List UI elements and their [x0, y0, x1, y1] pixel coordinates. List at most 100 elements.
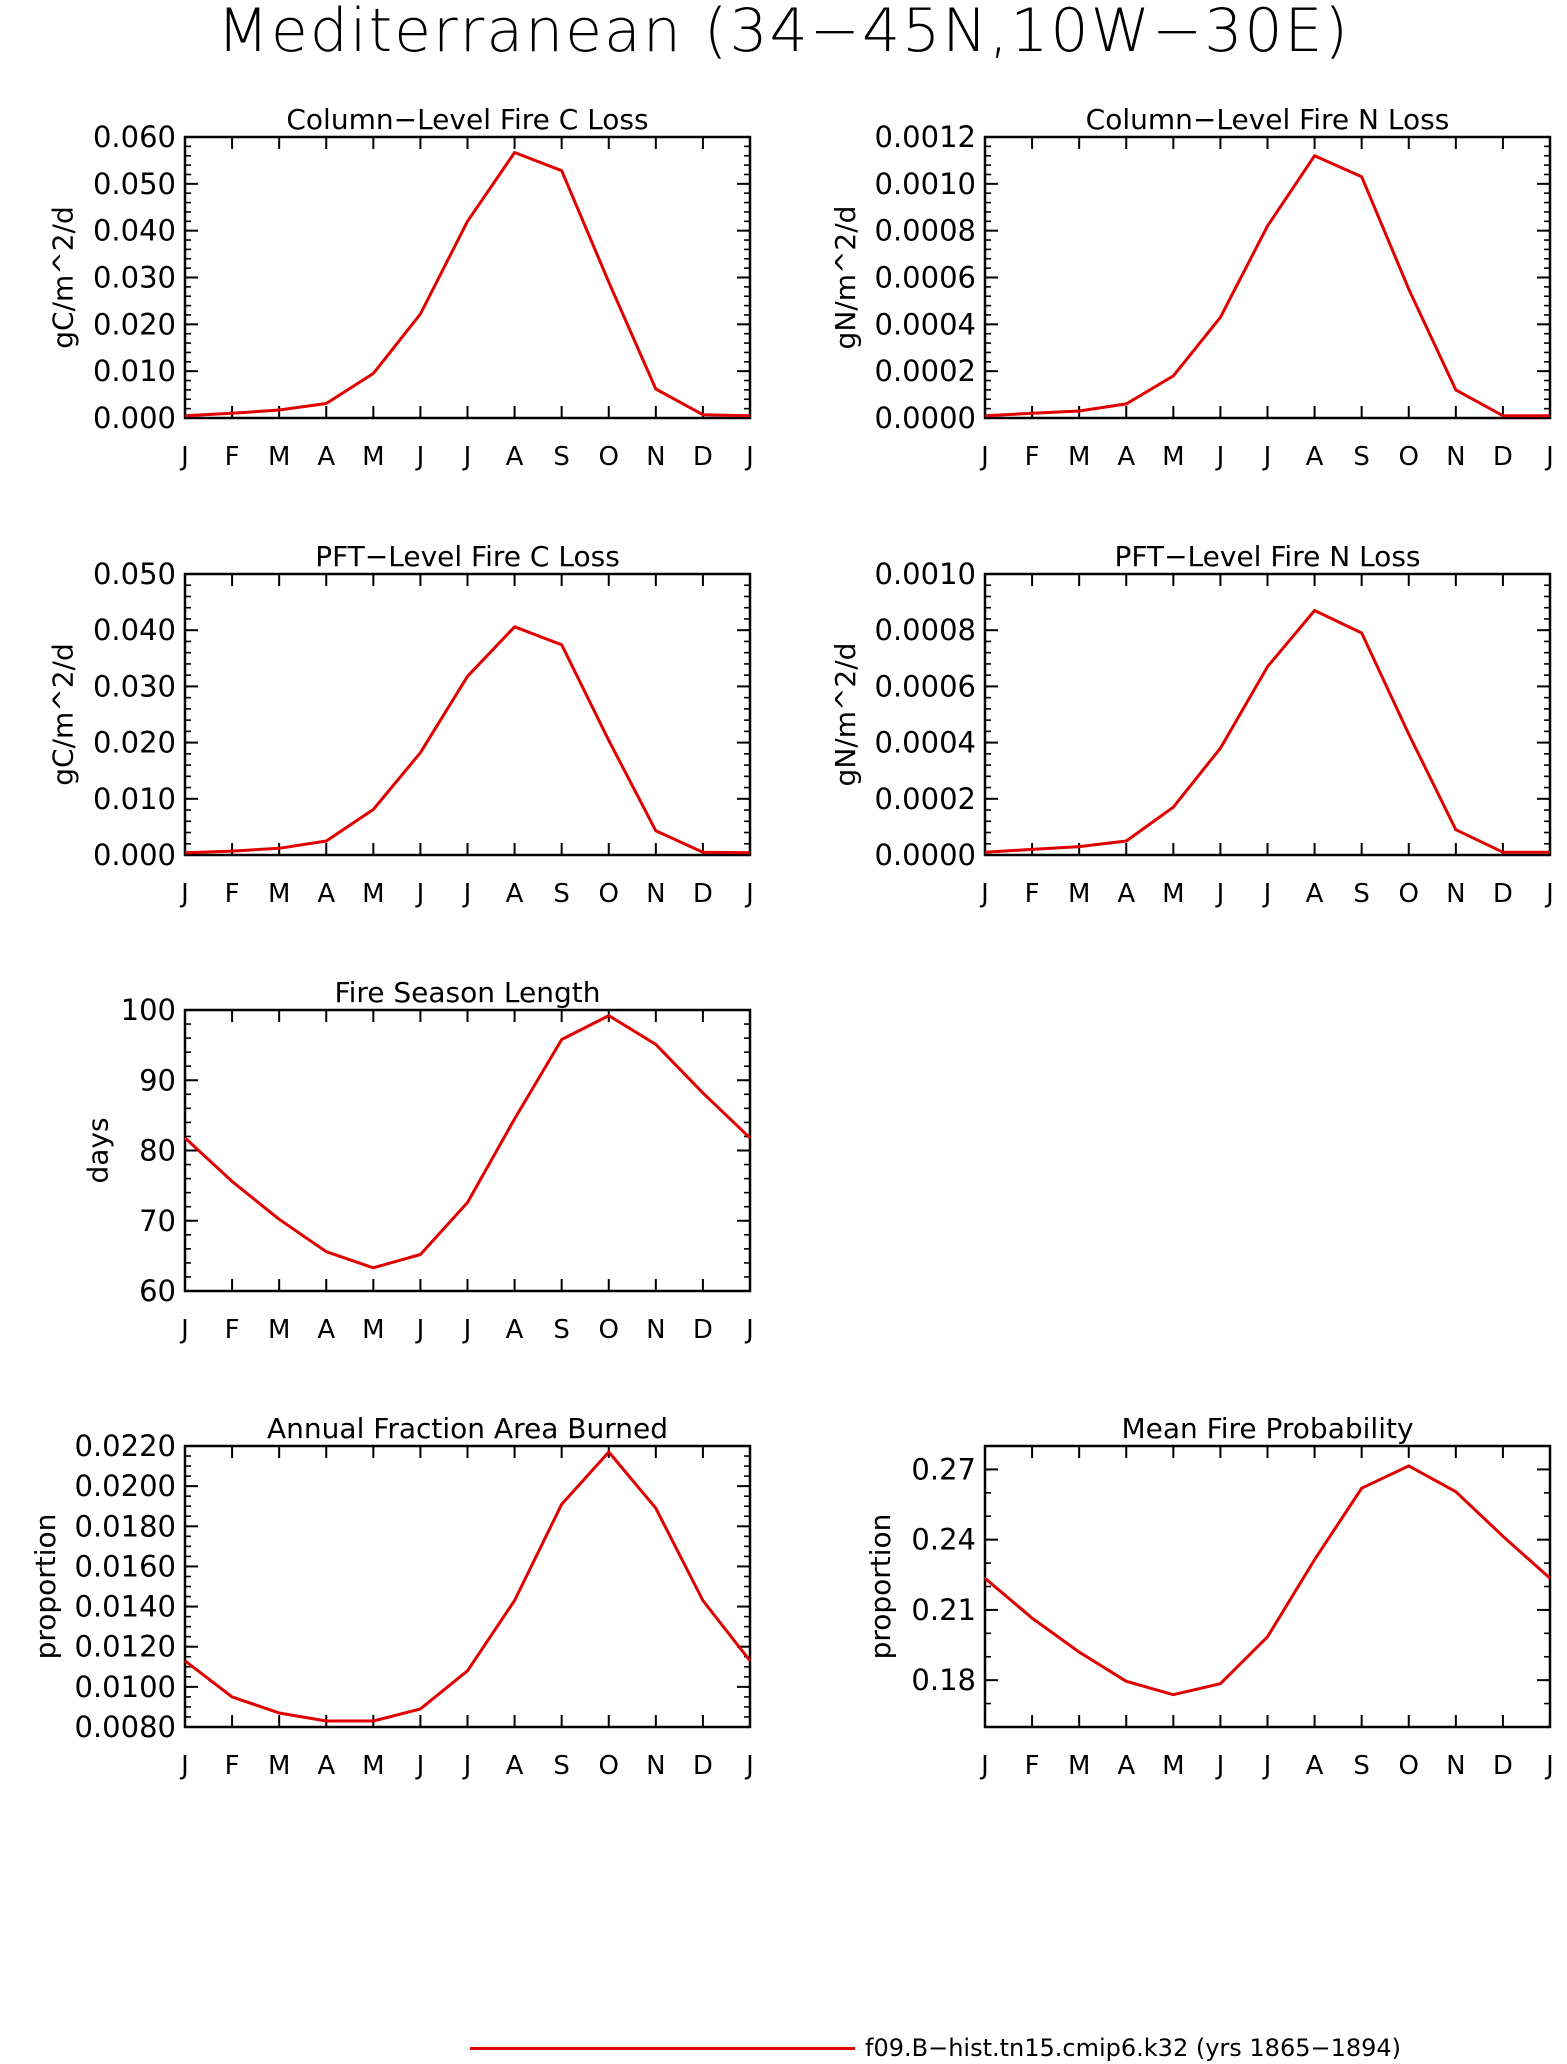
y-tick-label: 0.0080	[75, 1710, 176, 1744]
x-tick-label: J	[179, 1751, 189, 1781]
x-tick-label: M	[362, 879, 384, 909]
x-tick-label: J	[1544, 442, 1554, 472]
y-axis-label: gC/m^2/d	[47, 206, 80, 349]
x-tick-label: J	[979, 1751, 989, 1781]
y-axis-label: proportion	[864, 1514, 897, 1660]
y-tick-label: 80	[139, 1134, 176, 1168]
x-tick-label: J	[744, 1751, 754, 1781]
x-tick-label: J	[1215, 879, 1225, 909]
x-tick-label: S	[553, 879, 570, 909]
x-tick-label: O	[599, 879, 619, 909]
series-line	[984, 609, 1550, 854]
x-tick-label: O	[1399, 442, 1419, 472]
y-tick-label: 0.0008	[875, 613, 976, 647]
x-tick-label: D	[693, 442, 713, 472]
x-tick-label: J	[415, 879, 425, 909]
panel-title: PFT−Level Fire N Loss	[1114, 540, 1420, 573]
x-tick-label: S	[553, 1315, 570, 1345]
panel-title: Mean Fire Probability	[1121, 1412, 1413, 1445]
x-tick-label: A	[317, 879, 335, 909]
y-axis-label: proportion	[29, 1514, 62, 1660]
x-tick-label: J	[1544, 879, 1554, 909]
x-tick-label: J	[462, 879, 472, 909]
x-tick-label: N	[646, 1315, 665, 1345]
chart-panel-2: J F M A M J J A S O N D J0.00000.00020.00040.00060.0…	[829, 103, 1554, 472]
x-tick-label: J	[1262, 442, 1272, 472]
x-tick-label: O	[599, 1315, 619, 1345]
x-tick-label: F	[225, 879, 240, 909]
legend-line-swatch	[470, 2047, 855, 2050]
x-tick-label: M	[1068, 879, 1090, 909]
x-tick-label: M	[1162, 442, 1184, 472]
plot-frame	[183, 572, 752, 857]
x-tick-label: D	[693, 879, 713, 909]
x-tick-label: M	[1068, 1751, 1090, 1781]
x-tick-label: A	[506, 442, 524, 472]
y-tick-label: 0.0004	[875, 307, 976, 341]
x-tick-label: J	[744, 879, 754, 909]
x-tick-label: S	[1353, 442, 1370, 472]
x-tick-label: J	[1544, 1751, 1554, 1781]
y-tick-label: 0.030	[93, 669, 176, 703]
y-tick-label: 0.24	[911, 1523, 976, 1557]
plot-frame	[983, 1444, 1552, 1729]
series-line	[984, 1464, 1551, 1697]
x-tick-label: M	[362, 1315, 384, 1345]
y-tick-label: 0.040	[93, 613, 176, 647]
x-tick-label: M	[362, 1751, 384, 1781]
y-tick-label: 0.0140	[75, 1590, 176, 1624]
x-tick-label: A	[506, 1315, 524, 1345]
x-tick-label: A	[1306, 879, 1324, 909]
series-line	[984, 154, 1550, 418]
x-tick-label: M	[268, 879, 290, 909]
x-tick-label: J	[1262, 879, 1272, 909]
x-tick-label: F	[225, 442, 240, 472]
chart-panel-4: J F M A M J J A S O N D J0.00000.00020.00040.00060.0…	[829, 540, 1554, 909]
x-tick-label: A	[317, 1315, 335, 1345]
x-tick-label: D	[693, 1315, 713, 1345]
x-tick-label: O	[599, 1751, 619, 1781]
y-tick-label: 0.0012	[875, 120, 976, 154]
legend-label: f09.B−hist.tn15.cmip6.k32 (yrs 1865−1894…	[865, 2034, 1402, 2062]
y-tick-label: 0.010	[93, 354, 176, 388]
y-tick-label: 0.0200	[75, 1469, 176, 1503]
x-tick-label: S	[1353, 1751, 1370, 1781]
x-tick-label: J	[462, 1315, 472, 1345]
x-tick-label: O	[1399, 879, 1419, 909]
x-tick-label: J	[415, 442, 425, 472]
y-tick-label: 0.21	[911, 1593, 976, 1627]
x-tick-label: J	[415, 1751, 425, 1781]
chart-panel-6: J F M A M J J A S O N D J0.00800.01000.01200.01400.0…	[29, 1412, 754, 1781]
x-tick-label: A	[1306, 1751, 1324, 1781]
series-line	[184, 151, 751, 418]
x-tick-label: F	[1025, 442, 1040, 472]
x-tick-label: A	[317, 442, 335, 472]
x-tick-label: A	[1117, 1751, 1135, 1781]
x-tick-label: A	[1117, 879, 1135, 909]
x-tick-label: J	[1215, 1751, 1225, 1781]
x-tick-label: F	[225, 1751, 240, 1781]
y-tick-label: 70	[139, 1204, 176, 1238]
panel-title: Column−Level Fire C Loss	[286, 103, 648, 136]
x-tick-label: N	[1446, 879, 1465, 909]
x-tick-label: M	[1068, 442, 1090, 472]
panel-title: Column−Level Fire N Loss	[1086, 103, 1450, 136]
x-tick-label: J	[744, 1315, 754, 1345]
chart-panel-3: J F M A M J J A S O N D J0.0000.0100.0200.0300.0400.…	[47, 540, 754, 909]
y-tick-label: 0.050	[93, 557, 176, 591]
x-tick-label: S	[1353, 879, 1370, 909]
y-tick-label: 0.27	[911, 1452, 976, 1486]
y-tick-label: 90	[139, 1063, 176, 1097]
x-tick-label: N	[1446, 442, 1465, 472]
y-tick-label: 0.020	[93, 726, 176, 760]
x-tick-label: D	[1493, 879, 1513, 909]
x-tick-label: M	[268, 1315, 290, 1345]
x-tick-label: D	[693, 1751, 713, 1781]
y-tick-label: 0.000	[93, 401, 176, 435]
panel-title: Annual Fraction Area Burned	[267, 1412, 668, 1445]
x-tick-label: J	[179, 1315, 189, 1345]
y-tick-label: 0.0008	[875, 214, 976, 248]
x-tick-label: A	[506, 1751, 524, 1781]
